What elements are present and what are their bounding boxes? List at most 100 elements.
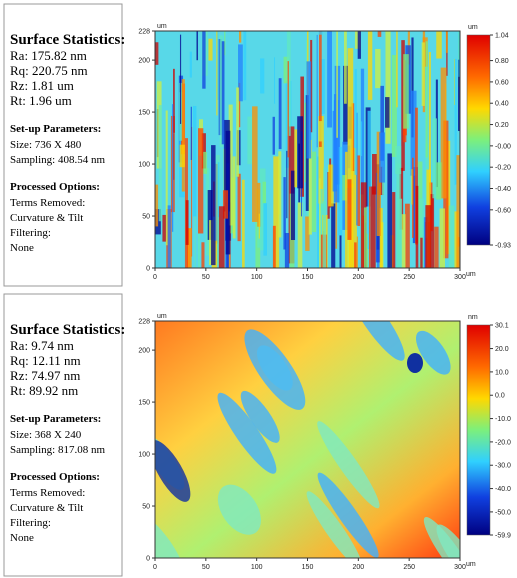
colorbar-tick-label: -59.9 — [495, 533, 511, 540]
texture — [201, 242, 205, 268]
texture — [376, 131, 381, 236]
texture — [446, 31, 448, 76]
texture — [347, 179, 352, 240]
setup-line: Size: 736 X 480 — [10, 139, 82, 151]
texture — [396, 31, 398, 108]
y-tick-label: 0 — [146, 266, 150, 273]
texture — [189, 51, 192, 78]
texture — [343, 65, 348, 145]
texture — [252, 106, 258, 222]
texture — [155, 510, 187, 558]
colorbar-tick-label: -0.20 — [495, 165, 511, 172]
x-tick-label: 200 — [352, 274, 364, 281]
x-tick-label: 0 — [153, 274, 157, 281]
texture — [434, 226, 439, 268]
texture — [380, 85, 385, 161]
texture — [379, 132, 386, 183]
texture — [155, 209, 161, 235]
texture — [247, 116, 252, 165]
texture — [345, 151, 348, 268]
setup-title: Set-up Parameters: — [10, 413, 101, 425]
y-tick-label: 100 — [138, 162, 150, 169]
texture — [458, 31, 460, 77]
texture — [191, 126, 193, 257]
processed-line: Filtering: — [10, 517, 51, 529]
texture — [244, 329, 306, 410]
y-tick-label: 0 — [146, 556, 150, 563]
texture — [436, 31, 442, 59]
colorbar-tick-label: -40.0 — [495, 486, 511, 493]
stat-line: Ra: 175.82 nm — [10, 48, 87, 63]
setup-line: Size: 368 X 240 — [10, 429, 82, 441]
texture — [165, 110, 168, 246]
stat-line: Rt: 1.96 um — [10, 93, 72, 108]
colorbar-tick-label: 0.20 — [495, 122, 509, 129]
axis-unit: um — [466, 271, 476, 278]
texture — [403, 54, 409, 129]
texture — [186, 228, 191, 268]
texture — [205, 168, 210, 256]
texture — [202, 151, 208, 174]
texture — [354, 242, 357, 268]
texture — [448, 205, 455, 268]
texture — [294, 129, 298, 188]
texture — [361, 121, 363, 157]
texture — [242, 179, 245, 268]
stat-line: Rz: 1.81 um — [10, 78, 74, 93]
setup-title: Set-up Parameters: — [10, 123, 101, 135]
texture — [218, 206, 225, 268]
setup-line: Sampling: 817.08 nm — [10, 444, 105, 456]
texture — [305, 39, 308, 70]
colorbar-tick-label: -50.0 — [495, 509, 511, 516]
texture — [219, 35, 223, 148]
texture — [306, 491, 363, 558]
stats-title: Surface Statistics: — [10, 322, 125, 338]
texture — [430, 194, 435, 268]
texture — [198, 128, 204, 234]
stat-line: Rt: 89.92 nm — [10, 383, 78, 398]
colorbar-unit: um — [468, 24, 478, 31]
stat-line: Rz: 74.97 nm — [10, 368, 80, 383]
x-tick-label: 300 — [454, 274, 466, 281]
texture — [278, 151, 282, 238]
texture — [162, 214, 166, 242]
texture — [237, 173, 241, 242]
texture — [155, 440, 191, 502]
axis-unit: um — [466, 561, 476, 568]
x-tick-label: 100 — [251, 274, 263, 281]
texture — [415, 107, 418, 245]
texture — [211, 145, 216, 266]
texture — [208, 38, 213, 61]
colorbar-tick-label: -0.40 — [495, 186, 511, 193]
texture — [259, 168, 266, 251]
colorbar-tick-label: 20.0 — [495, 346, 509, 353]
texture — [335, 189, 338, 249]
stat-line: Rq: 12.11 nm — [10, 353, 81, 368]
texture — [287, 61, 289, 158]
colorbar-tick-label: 0.40 — [495, 101, 509, 108]
axis-unit: um — [157, 23, 167, 30]
colorbar — [466, 324, 491, 536]
texture — [196, 31, 199, 61]
texture — [316, 34, 318, 148]
x-tick-label: 250 — [403, 274, 415, 281]
texture — [391, 54, 397, 157]
texture — [436, 162, 442, 200]
colorbar-tick-label: 0.80 — [495, 58, 509, 65]
x-tick-label: 0 — [153, 564, 157, 571]
texture — [440, 67, 447, 199]
texture — [297, 116, 304, 189]
y-tick-label: 100 — [138, 452, 150, 459]
y-tick-label: 228 — [138, 29, 150, 36]
texture — [317, 421, 380, 509]
texture — [194, 208, 196, 268]
x-tick-label: 200 — [352, 564, 364, 571]
texture — [385, 97, 390, 128]
texture — [412, 157, 414, 238]
texture — [181, 79, 185, 192]
texture — [336, 31, 338, 138]
texture — [290, 170, 296, 241]
